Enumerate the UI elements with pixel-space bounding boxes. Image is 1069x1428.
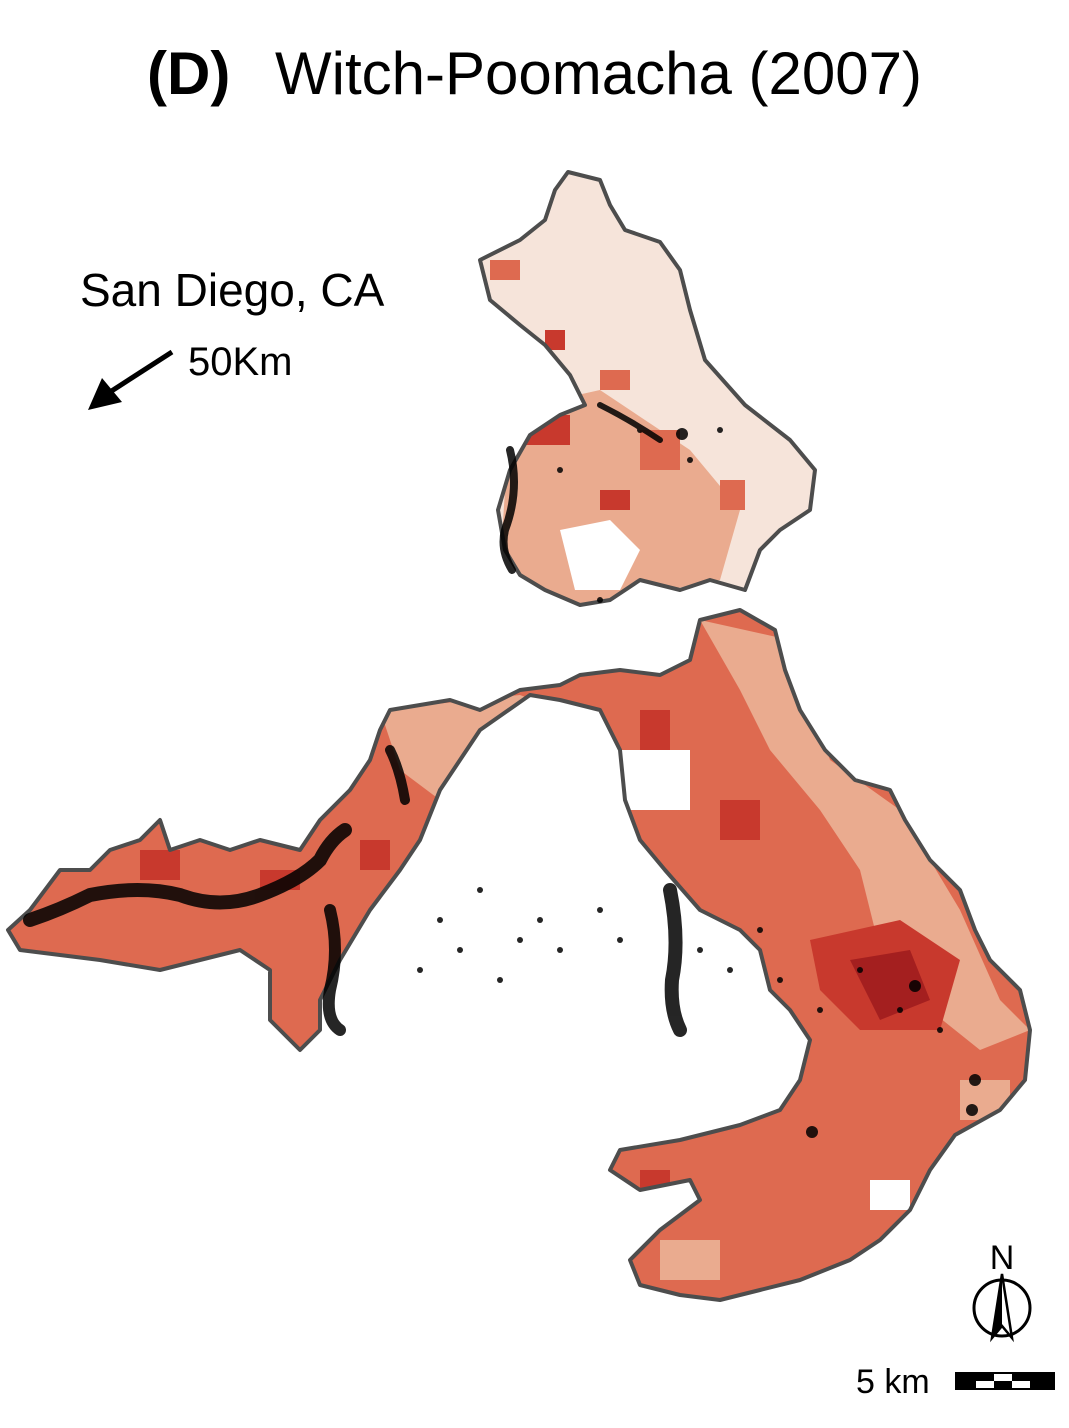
north-lobe-burn-severity — [480, 172, 815, 605]
main-fire-perimeter — [6, 608, 1032, 1302]
distance-label: 50Km — [188, 340, 293, 384]
north-label: N — [989, 1239, 1015, 1277]
north-arrow-icon: N — [962, 1240, 1042, 1350]
fire-map — [0, 150, 1069, 1380]
figure-title: (D) Witch-Poomacha (2007) — [0, 38, 1069, 110]
location-label: San Diego, CA — [80, 264, 385, 316]
fire-name-title: Witch-Poomacha (2007) — [275, 40, 922, 107]
structure-points — [23, 402, 981, 1138]
north-fire-perimeter — [478, 170, 817, 607]
scale-label: 5 km — [856, 1363, 930, 1401]
panel-label: (D) — [147, 40, 231, 107]
scale-bar-icon — [955, 1372, 1055, 1390]
arrow-southwest-icon — [80, 340, 190, 420]
